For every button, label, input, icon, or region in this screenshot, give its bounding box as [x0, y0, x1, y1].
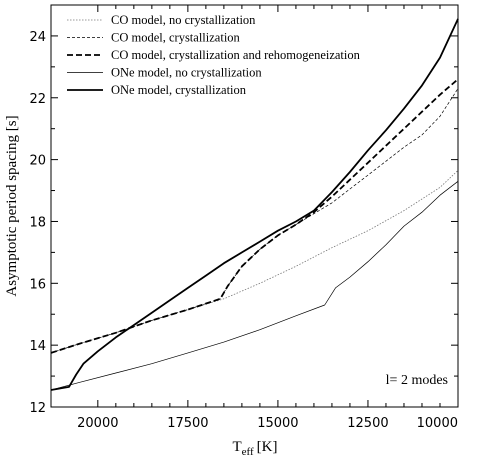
y-tick-label: 24 — [29, 30, 46, 45]
series-line-2 — [50, 88, 459, 354]
legend-label-3: CO model, crystallization and rehomogene… — [111, 48, 361, 62]
legend-label-5: ONe model, crystallization — [111, 83, 247, 97]
y-tick-label: 14 — [29, 339, 46, 354]
x-axis-title-subscript: eff — [242, 446, 254, 458]
y-tick-label: 18 — [29, 215, 46, 230]
legend-label-2: CO model, crystallization — [111, 31, 241, 45]
y-tick-label: 20 — [29, 154, 46, 169]
y-tick-label: 22 — [29, 92, 46, 107]
legend-label-4: ONe model, no crystallization — [111, 66, 262, 80]
series-line-5 — [50, 18, 459, 391]
x-axis-title-unit: [K] — [257, 439, 278, 455]
x-tick-label: 15000 — [257, 416, 298, 431]
x-tick-label: 12500 — [347, 416, 388, 431]
x-tick-label: 17500 — [167, 416, 208, 431]
y-axis-title: Asymptotic period spacing [s] — [4, 115, 20, 296]
y-tick-label: 12 — [29, 401, 46, 416]
series-line-1 — [50, 170, 459, 354]
x-axis-title: Teff [K] — [232, 439, 277, 458]
plot-frame — [50, 4, 459, 408]
x-axis-title-main: T — [232, 439, 241, 455]
y-tick-label: 16 — [29, 277, 46, 292]
mode-annotation: l= 2 modes — [386, 373, 448, 388]
legend-label-1: CO model, no crystallization — [111, 13, 256, 27]
series-line-4 — [50, 181, 459, 391]
x-tick-label: 10000 — [417, 416, 458, 431]
x-tick-label: 20000 — [77, 416, 118, 431]
series-line-3 — [50, 78, 459, 354]
